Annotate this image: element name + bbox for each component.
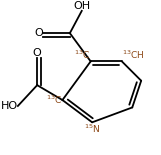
Text: $^{15}$N: $^{15}$N [84, 122, 100, 135]
Text: O: O [34, 28, 43, 38]
Text: $^{13}$C: $^{13}$C [46, 94, 62, 106]
Text: OH: OH [73, 1, 90, 11]
Text: O: O [33, 48, 42, 58]
Text: $^{13}$CH: $^{13}$CH [122, 49, 144, 61]
Text: $^{13}$C: $^{13}$C [75, 49, 91, 61]
Text: HO: HO [1, 101, 18, 111]
